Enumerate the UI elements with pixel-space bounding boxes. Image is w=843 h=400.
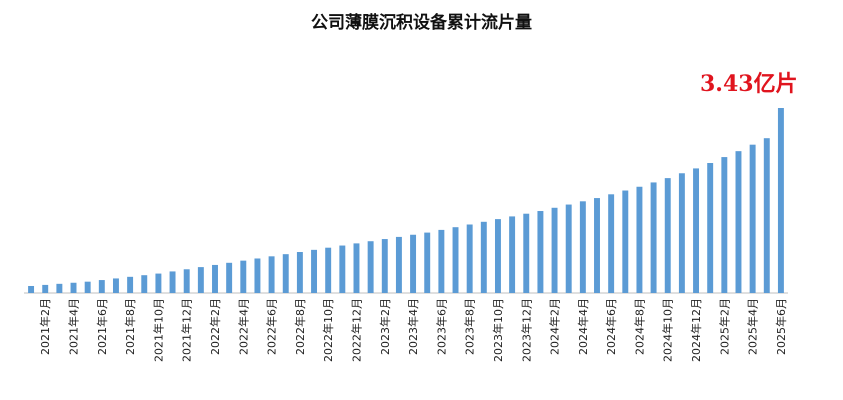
x-tick-label: 2024年10月 bbox=[661, 298, 675, 362]
bar bbox=[650, 182, 657, 293]
bar bbox=[523, 213, 530, 293]
x-tick-label: 2021年8月 bbox=[123, 298, 137, 355]
x-tick-label: 2021年2月 bbox=[38, 298, 52, 355]
bar bbox=[112, 278, 119, 293]
bar bbox=[777, 108, 784, 293]
x-tick-label: 2021年6月 bbox=[95, 298, 109, 355]
x-tick-label: 2021年10月 bbox=[151, 298, 165, 362]
bar bbox=[735, 151, 742, 293]
bar bbox=[296, 252, 303, 293]
bar bbox=[410, 234, 417, 293]
x-tick-label: 2023年12月 bbox=[519, 298, 533, 362]
x-tick-label: 2021年4月 bbox=[67, 298, 81, 355]
bar bbox=[608, 194, 615, 293]
bar bbox=[84, 281, 91, 293]
x-tick-label: 2023年10月 bbox=[491, 298, 505, 362]
x-tick-label: 2024年12月 bbox=[689, 298, 703, 362]
bar bbox=[594, 198, 600, 293]
bar bbox=[664, 178, 671, 293]
x-tick-label: 2024年8月 bbox=[632, 298, 646, 355]
bar bbox=[551, 207, 558, 293]
bar bbox=[268, 256, 275, 293]
bar bbox=[42, 284, 49, 293]
bar bbox=[367, 241, 374, 293]
bar bbox=[282, 254, 289, 293]
x-tick-label: 2021年12月 bbox=[180, 298, 194, 362]
bar bbox=[749, 144, 756, 293]
x-tick-label: 2023年6月 bbox=[434, 298, 448, 355]
bar bbox=[254, 258, 261, 293]
bar bbox=[353, 243, 360, 293]
bar bbox=[622, 190, 629, 293]
bar bbox=[395, 236, 402, 293]
x-tick-label: 2025年2月 bbox=[717, 298, 731, 355]
x-tick-label: 2024年4月 bbox=[576, 298, 590, 355]
x-tick-label: 2022年2月 bbox=[208, 298, 222, 355]
bar bbox=[494, 219, 501, 293]
bar bbox=[197, 267, 204, 293]
bar bbox=[240, 260, 247, 293]
x-tick-label: 2022年6月 bbox=[265, 298, 279, 355]
bar bbox=[339, 245, 346, 293]
bar bbox=[721, 157, 728, 293]
bar bbox=[381, 239, 388, 293]
x-tick-label: 2022年4月 bbox=[236, 298, 250, 355]
bar bbox=[707, 163, 714, 293]
bar bbox=[311, 249, 318, 293]
bar bbox=[636, 186, 643, 293]
x-tick-label: 2024年2月 bbox=[548, 298, 562, 355]
bar bbox=[452, 227, 459, 293]
x-tick-label: 2025年6月 bbox=[774, 298, 788, 355]
x-tick-label: 2022年10月 bbox=[321, 298, 335, 362]
x-tick-label: 2023年4月 bbox=[406, 298, 420, 355]
bar bbox=[56, 283, 63, 293]
total-annotation: 3.43亿片 bbox=[700, 71, 798, 97]
x-tick-label: 2022年12月 bbox=[349, 298, 363, 362]
bar bbox=[693, 168, 700, 293]
bar bbox=[424, 232, 431, 293]
bar bbox=[28, 285, 35, 293]
bar bbox=[183, 269, 190, 293]
bar bbox=[509, 216, 516, 293]
bar bbox=[763, 138, 770, 293]
bar bbox=[438, 229, 445, 293]
bar bbox=[466, 224, 473, 293]
chart-title: 公司薄膜沉积设备累计流片量 bbox=[311, 13, 532, 33]
bar bbox=[70, 282, 77, 293]
bar bbox=[127, 276, 134, 293]
x-tick-label: 2024年6月 bbox=[604, 298, 618, 355]
bar bbox=[155, 273, 162, 293]
bar bbox=[141, 275, 148, 293]
x-tick-label: 2022年8月 bbox=[293, 298, 307, 355]
x-tick-label: 2023年8月 bbox=[463, 298, 477, 355]
x-tick-label: 2023年2月 bbox=[378, 298, 392, 355]
bar bbox=[212, 264, 218, 293]
bar bbox=[579, 201, 586, 293]
bar bbox=[325, 247, 332, 293]
bar bbox=[169, 271, 176, 293]
x-tick-label: 2025年4月 bbox=[746, 298, 760, 355]
bar bbox=[480, 221, 487, 293]
bar bbox=[678, 173, 685, 293]
bar bbox=[565, 204, 572, 293]
bar bbox=[537, 211, 544, 293]
bar bbox=[98, 280, 105, 293]
bar bbox=[226, 262, 233, 293]
